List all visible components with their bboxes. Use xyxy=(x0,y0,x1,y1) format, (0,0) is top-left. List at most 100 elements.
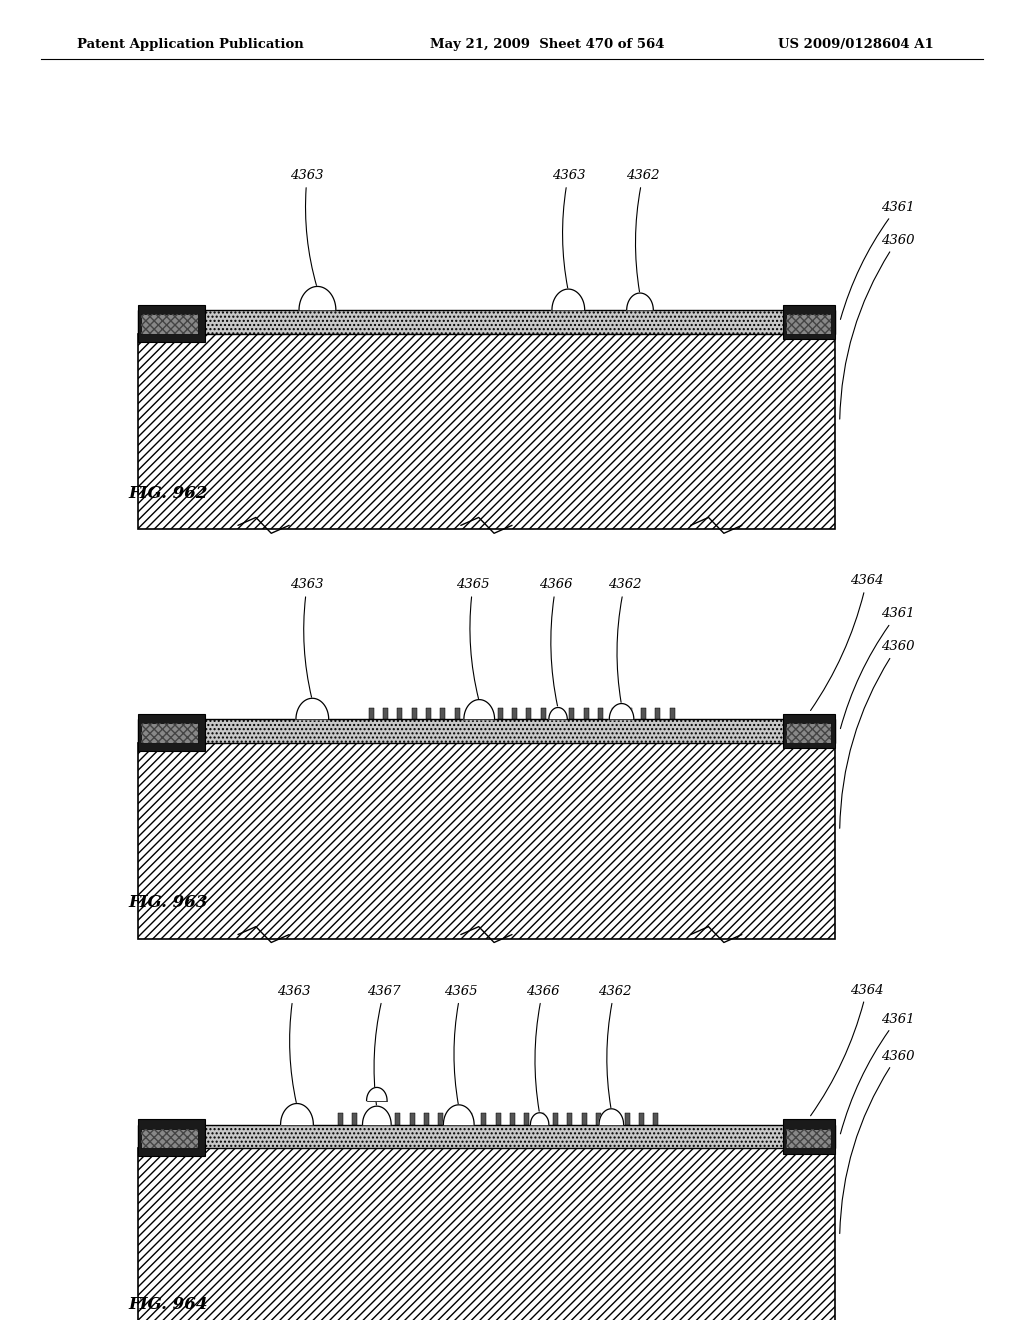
Bar xyxy=(141,314,198,334)
Polygon shape xyxy=(599,1109,624,1125)
Bar xyxy=(412,708,417,719)
Text: 4362: 4362 xyxy=(608,578,641,702)
Bar xyxy=(569,708,574,719)
Bar xyxy=(524,1113,529,1125)
Bar xyxy=(453,1113,458,1125)
Bar xyxy=(138,719,835,743)
Bar xyxy=(612,708,617,719)
Bar xyxy=(670,708,675,719)
Polygon shape xyxy=(367,1088,387,1101)
Bar xyxy=(639,1113,644,1125)
Text: 4365: 4365 xyxy=(457,578,489,698)
Bar xyxy=(383,708,388,719)
Bar xyxy=(582,1113,587,1125)
Bar xyxy=(539,1113,544,1125)
Bar xyxy=(610,1113,615,1125)
Text: 4363: 4363 xyxy=(291,578,324,698)
Bar xyxy=(786,723,831,743)
Bar xyxy=(138,305,205,342)
Text: FIG. 964: FIG. 964 xyxy=(128,1296,208,1313)
Text: FIG. 963: FIG. 963 xyxy=(128,894,208,911)
Bar xyxy=(455,708,460,719)
Bar xyxy=(467,1113,472,1125)
Bar xyxy=(641,708,646,719)
Bar xyxy=(598,708,603,719)
Bar xyxy=(783,1119,835,1154)
Bar xyxy=(138,334,835,529)
Bar xyxy=(369,708,374,719)
Bar xyxy=(783,714,835,748)
Text: 4362: 4362 xyxy=(598,985,631,1107)
Text: May 21, 2009  Sheet 470 of 564: May 21, 2009 Sheet 470 of 564 xyxy=(430,38,665,51)
Bar xyxy=(426,708,431,719)
Text: 4363: 4363 xyxy=(291,169,324,286)
Polygon shape xyxy=(464,700,495,719)
Bar xyxy=(141,723,198,743)
Text: 4361: 4361 xyxy=(841,1012,914,1134)
Bar xyxy=(410,1113,415,1125)
Bar xyxy=(555,708,560,719)
Text: US 2009/0128604 A1: US 2009/0128604 A1 xyxy=(778,38,934,51)
Bar xyxy=(541,708,546,719)
Text: 4362: 4362 xyxy=(627,169,659,292)
Text: 4366: 4366 xyxy=(540,578,572,706)
Bar xyxy=(786,1129,831,1148)
Bar xyxy=(786,723,831,743)
Bar xyxy=(138,1125,835,1148)
Bar xyxy=(138,1148,835,1320)
Bar xyxy=(438,1113,443,1125)
Polygon shape xyxy=(530,1113,549,1125)
Text: Patent Application Publication: Patent Application Publication xyxy=(77,38,303,51)
Text: FIG. 962: FIG. 962 xyxy=(128,484,208,502)
Bar xyxy=(141,1129,198,1148)
Bar xyxy=(553,1113,558,1125)
Bar xyxy=(653,1113,658,1125)
Bar xyxy=(338,1113,343,1125)
Polygon shape xyxy=(609,704,634,719)
Bar xyxy=(138,1148,835,1320)
Bar xyxy=(440,708,445,719)
Bar xyxy=(786,1129,831,1148)
Bar xyxy=(138,1125,835,1148)
Bar xyxy=(138,743,835,939)
Bar xyxy=(395,1113,400,1125)
Text: 4360: 4360 xyxy=(840,234,914,418)
Bar xyxy=(584,708,589,719)
Text: 4364: 4364 xyxy=(811,574,884,710)
Bar xyxy=(138,714,205,751)
Bar xyxy=(138,719,835,743)
Text: 4364: 4364 xyxy=(811,983,884,1115)
Bar xyxy=(138,310,835,334)
Bar xyxy=(510,1113,515,1125)
Bar xyxy=(469,708,474,719)
Text: 4363: 4363 xyxy=(552,169,585,289)
Text: 4366: 4366 xyxy=(526,985,559,1111)
Bar xyxy=(627,708,632,719)
Bar xyxy=(138,310,835,334)
Bar xyxy=(141,314,198,334)
Bar xyxy=(655,708,660,719)
Bar xyxy=(381,1113,386,1125)
Bar xyxy=(498,708,503,719)
Polygon shape xyxy=(549,708,567,719)
Polygon shape xyxy=(627,293,653,310)
Bar xyxy=(496,1113,501,1125)
Text: 4365: 4365 xyxy=(444,985,477,1104)
Bar xyxy=(138,334,835,529)
Bar xyxy=(526,708,531,719)
Bar xyxy=(483,708,488,719)
Polygon shape xyxy=(443,1105,474,1125)
Bar xyxy=(138,1119,205,1156)
Text: 4360: 4360 xyxy=(840,1049,914,1233)
Bar xyxy=(367,1113,372,1125)
Bar xyxy=(512,708,517,719)
Polygon shape xyxy=(362,1106,391,1125)
Text: 4361: 4361 xyxy=(841,201,914,319)
Polygon shape xyxy=(552,289,585,310)
Bar xyxy=(141,723,198,743)
Bar xyxy=(567,1113,572,1125)
Text: 4363: 4363 xyxy=(278,985,310,1104)
Text: 4361: 4361 xyxy=(841,607,914,729)
Bar xyxy=(138,743,835,939)
Bar xyxy=(783,305,835,339)
